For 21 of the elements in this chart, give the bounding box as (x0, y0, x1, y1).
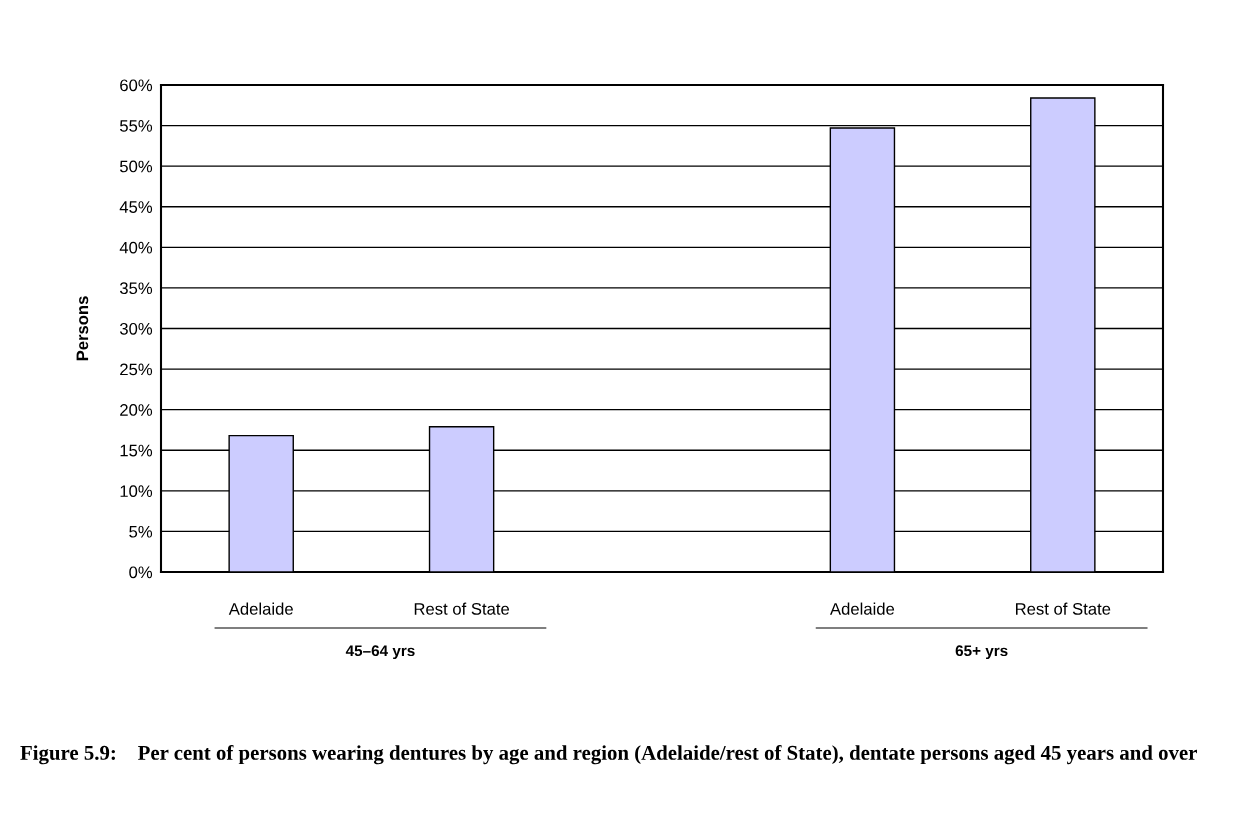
x-tick-label: Rest of State (414, 602, 510, 615)
caption: Figure 5.9: Per cent of persons wearing dentures by age and region (Adelaide/rest of State), dentate persons aged 45 years and over (20, 745, 1197, 765)
y-tick-label: 10% (120, 485, 153, 498)
y-tick-label: 45% (119, 201, 153, 213)
y-tick-label: 25% (120, 363, 153, 376)
y-tick-label: 50% (119, 160, 153, 173)
y-tick-label: 0% (129, 566, 153, 579)
y-tick-label: 60% (120, 79, 153, 92)
x-tick-label: Adelaide (830, 602, 895, 615)
y-tick-label: 40% (119, 241, 153, 254)
y-tick-label: 5% (129, 525, 153, 538)
y-tick-label: 55% (119, 120, 153, 132)
y-tick-label: 20% (120, 404, 153, 416)
text: 65+ yrs (955, 645, 1008, 660)
text: 45–64 yrs (345, 645, 415, 660)
y-tick-label: 15% (120, 444, 153, 457)
y-axis-title: Persons (76, 296, 89, 361)
x-tick-label: Adelaide (228, 602, 293, 615)
y-tick-label: 35% (119, 282, 153, 295)
y-tick-label: 30% (119, 322, 153, 335)
x-tick-label: Rest of State (1016, 602, 1111, 615)
